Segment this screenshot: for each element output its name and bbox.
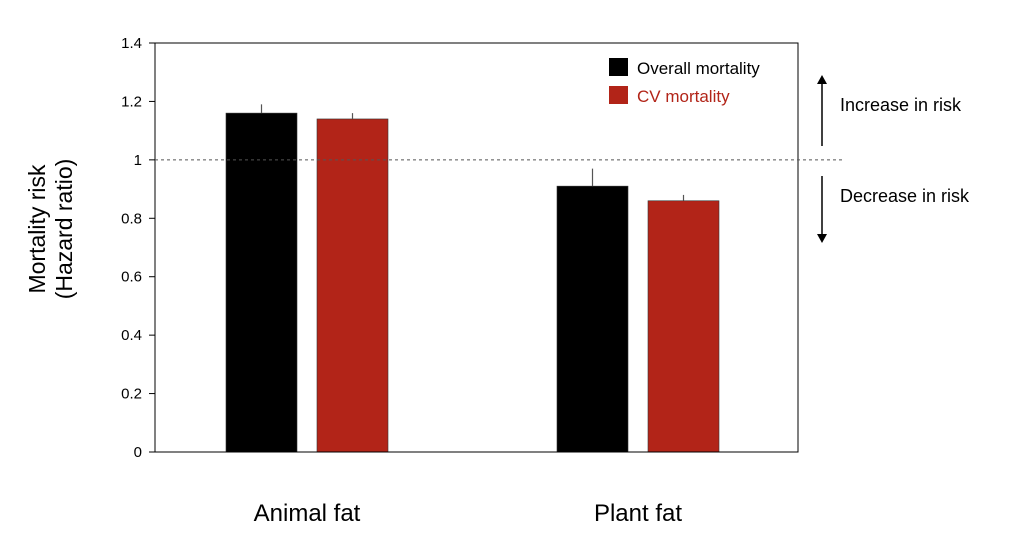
legend: Overall mortality CV mortality (609, 58, 760, 106)
y-tick-label: 0.8 (121, 210, 142, 227)
y-axis-label-line-1: Mortality risk (24, 164, 50, 294)
bars-layer (225, 104, 720, 453)
decrease-in-risk-label: Decrease in risk (840, 186, 970, 206)
legend-label-overall-mortality: Overall mortality (637, 59, 760, 78)
risk-annotations: Increase in risk Decrease in risk (817, 75, 970, 243)
legend-swatch-cv-mortality (609, 86, 628, 104)
y-tick-label: 0.6 (121, 269, 142, 286)
increase-in-risk-label: Increase in risk (840, 95, 962, 115)
y-tick-label: 1 (134, 152, 142, 169)
y-axis-label-line-2: (Hazard ratio) (51, 159, 77, 300)
category-label-animal-fat: Animal fat (254, 500, 361, 527)
y-tick-label: 1.2 (121, 93, 142, 110)
bar-plant-fat-overall-mortality (556, 185, 629, 453)
category-label-plant-fat: Plant fat (594, 500, 682, 527)
y-tick-label: 0.4 (121, 327, 142, 344)
bar-animal-fat-overall-mortality (225, 112, 298, 453)
legend-swatch-overall-mortality (609, 58, 628, 76)
y-tick-label: 1.4 (121, 35, 142, 52)
bar-plant-fat-cv-mortality (647, 200, 720, 453)
legend-label-cv-mortality: CV mortality (637, 87, 730, 106)
plot-frame (154, 42, 799, 453)
y-tick-label: 0 (134, 444, 142, 461)
increase-arrowhead-icon (817, 75, 827, 84)
bar-animal-fat-cv-mortality (316, 118, 389, 453)
axes-layer: Animal fat Plant fat 0 0.2 0.4 0.6 0.8 1 1.2 1.4 (121, 35, 842, 527)
y-tick-label: 0.2 (121, 386, 142, 403)
decrease-arrowhead-icon (817, 234, 827, 243)
